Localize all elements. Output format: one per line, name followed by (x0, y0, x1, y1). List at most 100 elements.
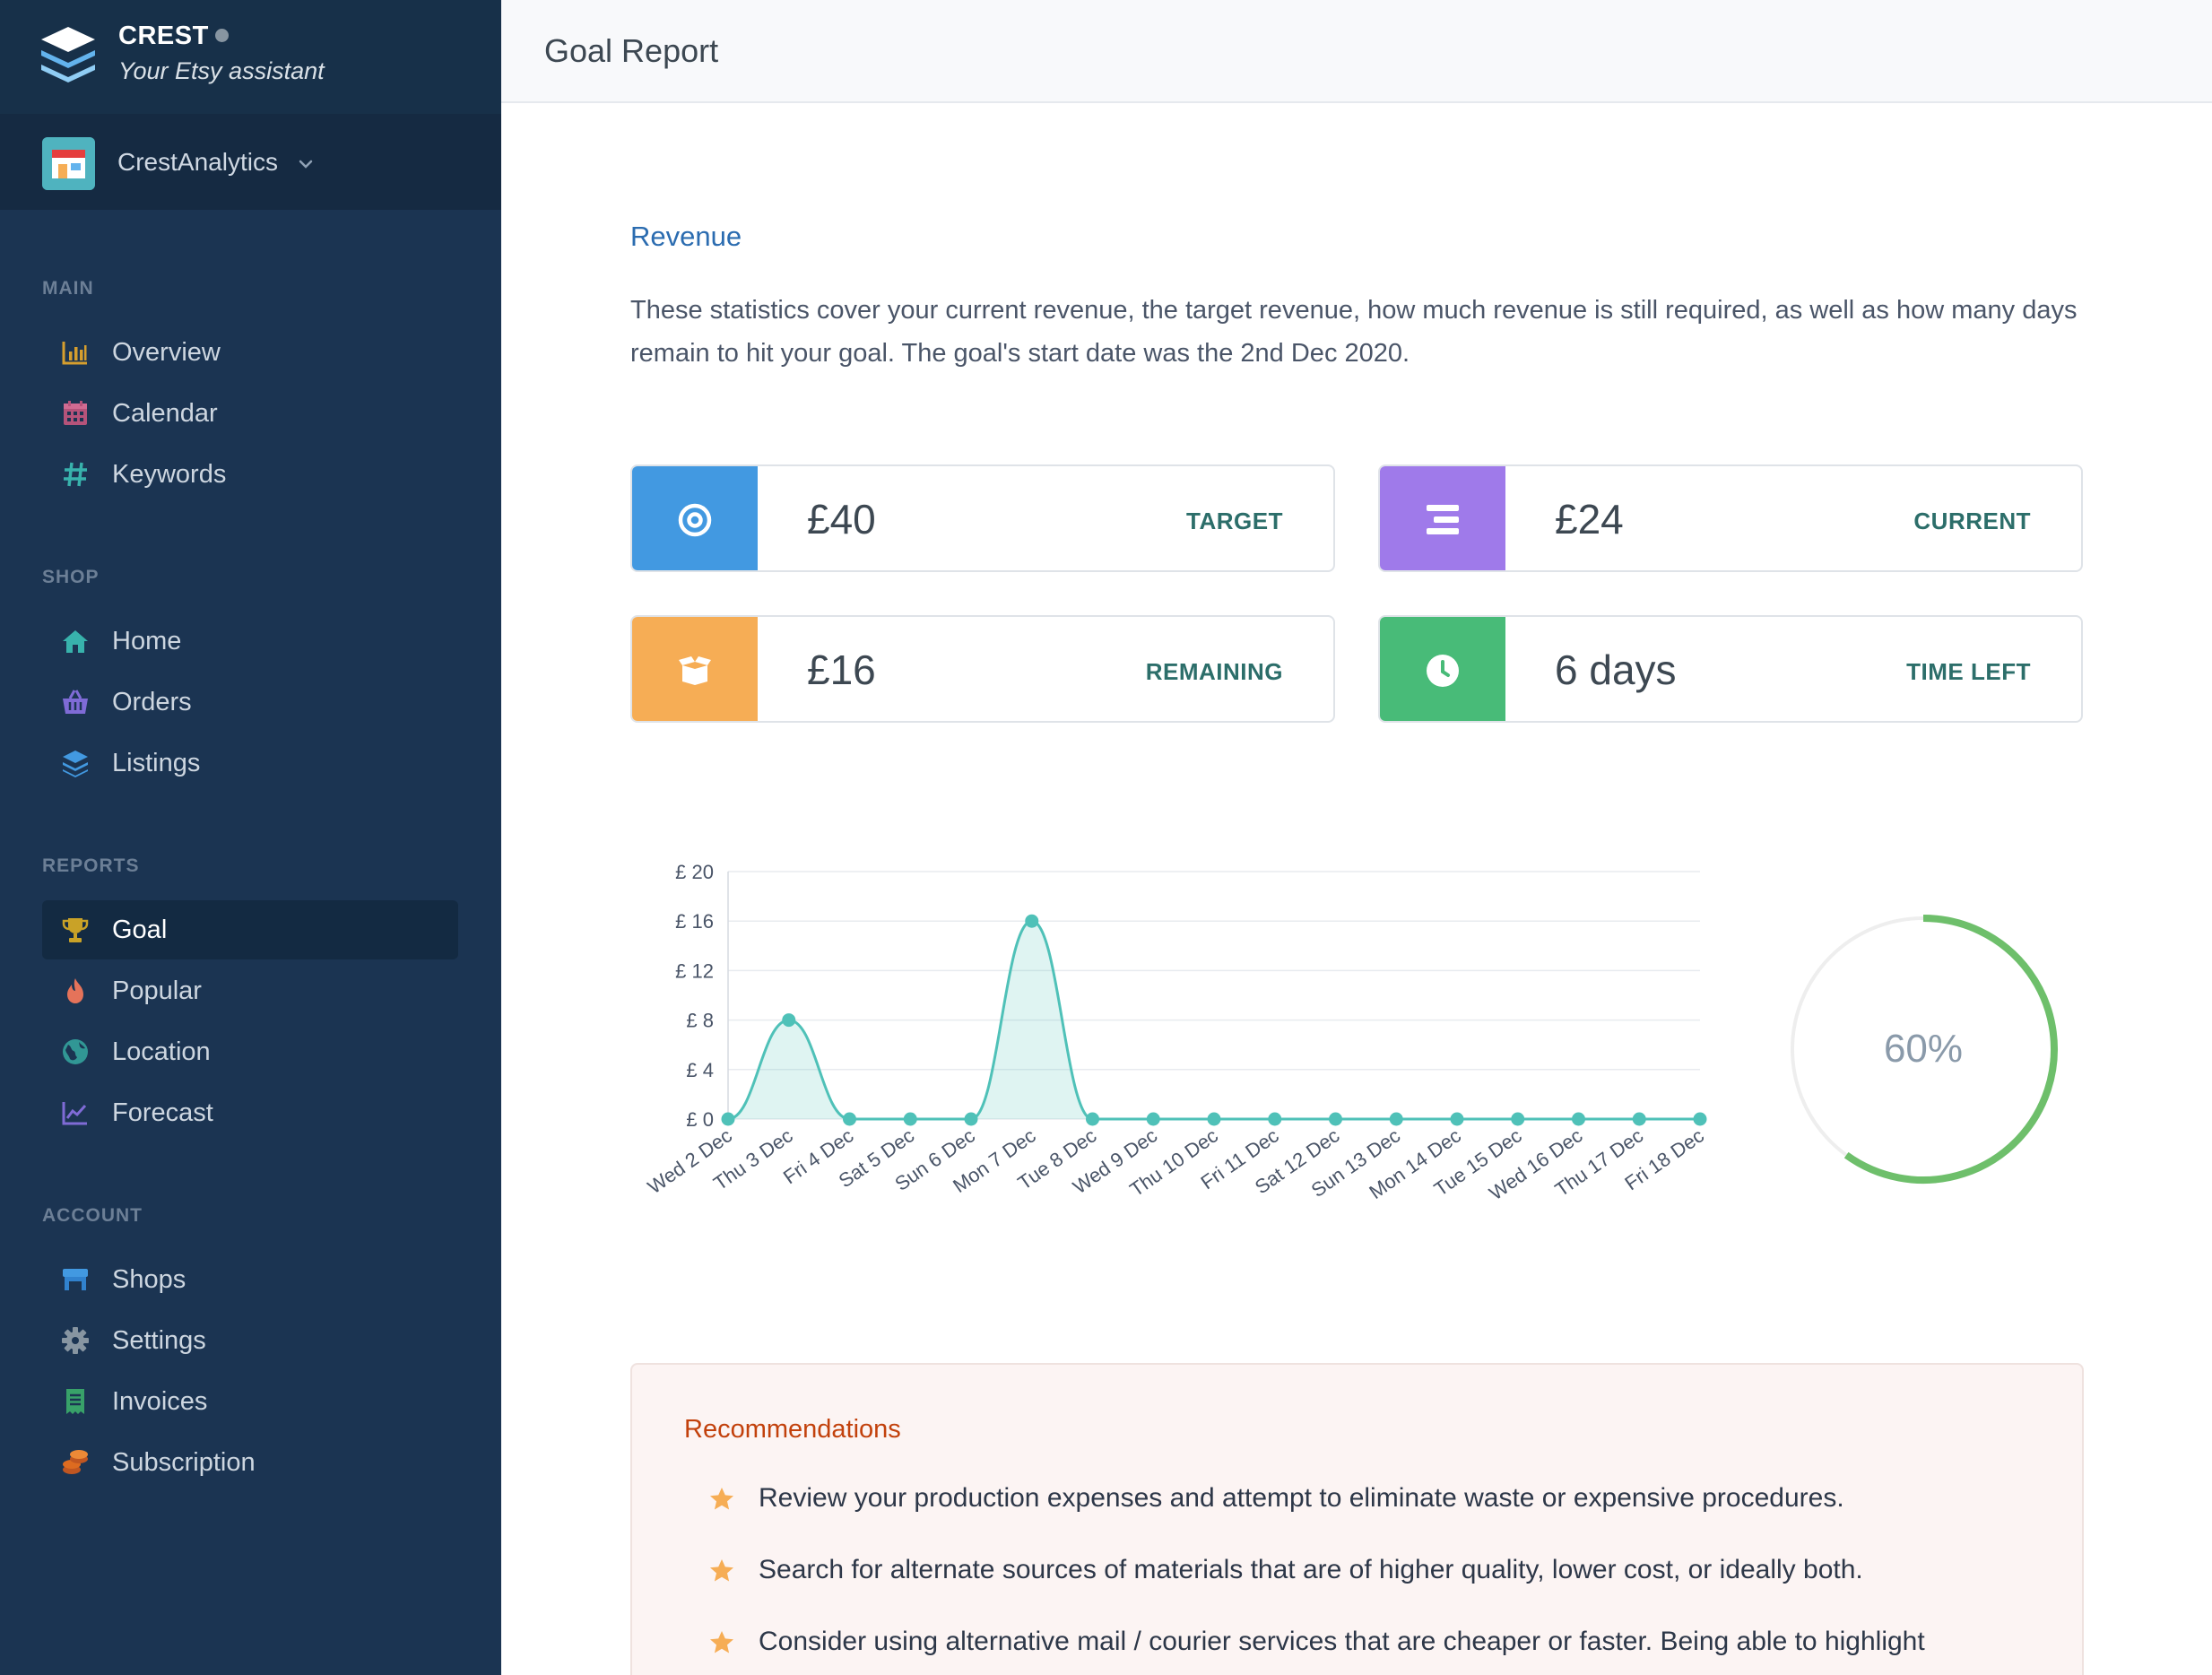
receipt-icon (66, 1389, 84, 1414)
stat-icon-box (1380, 617, 1505, 721)
crest-logo-icon (41, 27, 95, 82)
y-tick-label: £ 16 (675, 910, 714, 933)
shop-avatar-icon (42, 137, 95, 190)
chart-y-ticks: £ 0 £ 4 £ 8 £ 12 £ 16 £ 20 (675, 861, 714, 1131)
sidebar-item-label: Keywords (112, 460, 227, 489)
y-tick-label: £ 20 (675, 861, 714, 883)
sidebar-item-subscription[interactable]: Subscription (42, 1433, 458, 1492)
y-tick-label: £ 8 (686, 1010, 714, 1032)
sidebar-item-orders[interactable]: Orders (42, 673, 458, 732)
sidebar-item-goal[interactable]: Goal (42, 900, 458, 959)
clock-icon (1427, 655, 1459, 687)
star-icon (710, 1559, 733, 1582)
nav-section-reports: REPORTS (42, 855, 140, 876)
y-tick-label: £ 12 (675, 959, 714, 982)
nav-section-shop: SHOP (42, 567, 100, 587)
nav-section-account: ACCOUNT (42, 1205, 143, 1226)
chart-grid (727, 871, 1700, 1120)
stat-card-target: £40 TARGET (630, 464, 1335, 572)
goal-progress-gauge: 60% (1791, 915, 2058, 1184)
stat-value: £40 (807, 496, 876, 542)
sidebar-item-calendar[interactable]: Calendar (42, 384, 458, 443)
sidebar-item-label: Subscription (112, 1448, 256, 1477)
data-point[interactable] (1389, 1112, 1403, 1126)
sidebar-item-keywords[interactable]: Keywords (42, 445, 458, 504)
stat-value: £16 (807, 647, 876, 693)
status-dot (215, 29, 229, 42)
data-point[interactable] (1693, 1112, 1707, 1126)
stat-card-remaining: £16 REMAINING (630, 615, 1335, 723)
revenue-description: These statistics cover your current reve… (630, 296, 2078, 368)
stat-icon-box (1380, 466, 1505, 570)
stat-card-time-left: 6 days TIME LEFT (1378, 615, 2083, 723)
data-point[interactable] (1146, 1112, 1160, 1126)
stat-label: REMAINING (1145, 658, 1283, 685)
hash-icon (64, 462, 87, 487)
sidebar-item-shops[interactable]: Shops (42, 1250, 458, 1309)
brand-header: CREST Your Etsy assistant (0, 0, 501, 114)
star-icon (710, 1488, 733, 1510)
layers-icon (63, 751, 88, 777)
shop-switcher[interactable]: CrestAnalytics (0, 114, 501, 210)
recommendations-title: Recommendations (684, 1415, 901, 1444)
sidebar-item-listings[interactable]: Listings (42, 733, 458, 793)
flame-icon (67, 978, 83, 1003)
y-tick-label: £ 4 (686, 1059, 714, 1081)
data-point[interactable] (1450, 1112, 1464, 1126)
page-title: Goal Report (544, 32, 719, 69)
sidebar-item-label: Goal (112, 916, 168, 944)
stat-value: £24 (1555, 496, 1624, 542)
chevron-down-icon (299, 160, 313, 169)
sidebar-item-invoices[interactable]: Invoices (42, 1372, 458, 1431)
gauge-progress-arc (1843, 915, 2058, 1184)
star-icon (710, 1631, 733, 1653)
sidebar-item-label: Location (112, 1037, 211, 1066)
sidebar-item-settings[interactable]: Settings (42, 1311, 458, 1370)
data-point[interactable] (903, 1112, 917, 1126)
store-icon (63, 1269, 88, 1290)
trophy-icon (62, 918, 89, 942)
brand-name: CREST (118, 22, 209, 50)
y-tick-label: £ 0 (686, 1108, 714, 1131)
sidebar-item-home[interactable]: Home (42, 612, 458, 671)
sidebar-item-label: Calendar (112, 399, 218, 428)
data-point[interactable] (1632, 1112, 1646, 1126)
data-point[interactable] (1329, 1112, 1342, 1126)
sidebar-item-label: Shops (112, 1265, 187, 1294)
data-point[interactable] (721, 1112, 735, 1126)
sidebar-item-label: Orders (112, 688, 192, 716)
stat-icon-box (632, 466, 758, 570)
calendar-icon (64, 401, 87, 425)
sidebar-item-label: Listings (112, 749, 201, 777)
sidebar-item-forecast[interactable]: Forecast (42, 1083, 458, 1142)
recommendation-item: Consider using alternative mail / courie… (759, 1627, 1925, 1656)
sidebar-item-label: Home (112, 627, 182, 655)
data-point[interactable] (843, 1112, 856, 1126)
sidebar-item-label: Invoices (112, 1387, 208, 1416)
globe-icon (63, 1039, 88, 1064)
box-icon (679, 656, 711, 685)
stat-card-current: £24 CURRENT (1378, 464, 2083, 572)
stat-icon-box (632, 617, 758, 721)
coins-icon (63, 1450, 88, 1474)
shop-name: CrestAnalytics (117, 148, 278, 176)
sidebar-item-label: Forecast (112, 1098, 213, 1127)
sidebar-item-label: Settings (112, 1326, 206, 1355)
sidebar-item-overview[interactable]: Overview (42, 323, 458, 382)
data-point[interactable] (1572, 1112, 1585, 1126)
sidebar-item-popular[interactable]: Popular (42, 961, 458, 1020)
nav-section-main: MAIN (42, 278, 94, 299)
gear-icon (62, 1327, 89, 1354)
data-point[interactable] (964, 1112, 978, 1126)
data-point[interactable] (782, 1013, 796, 1028)
data-point[interactable] (1086, 1112, 1099, 1126)
data-point[interactable] (1511, 1112, 1525, 1126)
data-point[interactable] (1207, 1112, 1221, 1126)
bars-icon (1427, 505, 1459, 534)
series-area-fill (728, 921, 1700, 1119)
stat-label: TIME LEFT (1906, 658, 2031, 685)
sidebar-item-location[interactable]: Location (42, 1022, 458, 1081)
data-point[interactable] (1268, 1112, 1282, 1126)
data-point[interactable] (1025, 914, 1039, 928)
